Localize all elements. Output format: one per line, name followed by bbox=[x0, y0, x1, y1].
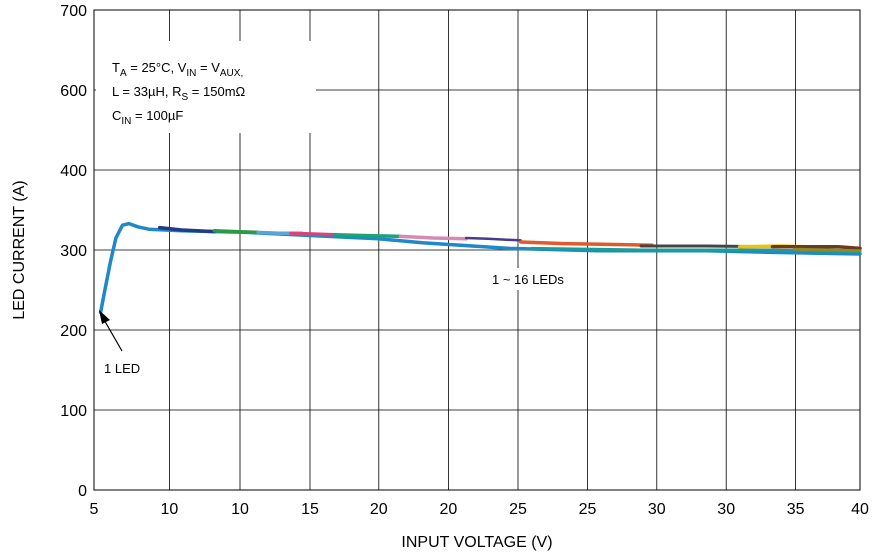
series-line-8 bbox=[464, 236, 523, 242]
series-line-1 bbox=[98, 221, 862, 315]
conditions-line-2: L = 33µH, RS = 150mΩ bbox=[112, 84, 246, 103]
conditions-line-3: CIN = 100µF bbox=[112, 108, 183, 127]
series-layer bbox=[98, 221, 862, 315]
conditions-annotation: TA = 25°C, VIN = VAUX, L = 33µH, RS = 15… bbox=[96, 41, 316, 133]
y-tick-label: 300 bbox=[60, 243, 87, 260]
x-tick-label: 10 bbox=[231, 501, 249, 518]
x-tick-label: 25 bbox=[509, 501, 527, 518]
y-tick-label: 600 bbox=[60, 83, 87, 100]
x-tick-label: 35 bbox=[787, 501, 805, 518]
series-line-6 bbox=[332, 233, 403, 239]
series-line-3 bbox=[212, 229, 260, 235]
x-axis-title: INPUT VOLTAGE (V) bbox=[401, 534, 552, 551]
multi-led-annotation: 1 ~ 16 LEDs bbox=[487, 268, 585, 290]
y-tick-label: 400 bbox=[60, 163, 87, 180]
conditions-line-1: TA = 25°C, VIN = VAUX, bbox=[112, 60, 243, 79]
x-tick-label: 40 bbox=[851, 501, 869, 518]
y-tick-label: 100 bbox=[60, 403, 87, 420]
series-line-14 bbox=[792, 247, 862, 253]
series-line-7 bbox=[398, 234, 468, 241]
x-tick-label: 30 bbox=[717, 501, 735, 518]
y-tick-label: 700 bbox=[60, 3, 87, 20]
x-tick-label: 10 bbox=[161, 501, 179, 518]
one-led-arrowhead bbox=[99, 310, 110, 324]
x-tick-label: 20 bbox=[370, 501, 388, 518]
multi-led-label: 1 ~ 16 LEDs bbox=[492, 272, 564, 287]
y-tick-labels: 0 100 200 300 400 600 700 bbox=[60, 3, 87, 500]
one-led-arrow bbox=[102, 317, 123, 352]
y-tick-label: 200 bbox=[60, 323, 87, 340]
x-tick-label: 25 bbox=[579, 501, 597, 518]
y-tick-label: 0 bbox=[78, 483, 87, 500]
x-tick-labels: 5 10 10 15 20 20 25 25 30 30 35 40 bbox=[90, 501, 869, 518]
x-tick-label: 5 bbox=[90, 501, 99, 518]
series-line-5 bbox=[289, 231, 337, 237]
x-tick-label: 20 bbox=[440, 501, 458, 518]
one-led-label: 1 LED bbox=[104, 361, 140, 376]
series-line-2 bbox=[157, 225, 217, 234]
x-tick-label: 15 bbox=[301, 501, 319, 518]
x-tick-label: 30 bbox=[648, 501, 666, 518]
series-line-9 bbox=[519, 240, 654, 247]
y-axis-title: LED CURRENT (A) bbox=[11, 180, 28, 319]
one-led-annotation: 1 LED bbox=[99, 310, 152, 379]
series-line-13 bbox=[770, 245, 862, 251]
